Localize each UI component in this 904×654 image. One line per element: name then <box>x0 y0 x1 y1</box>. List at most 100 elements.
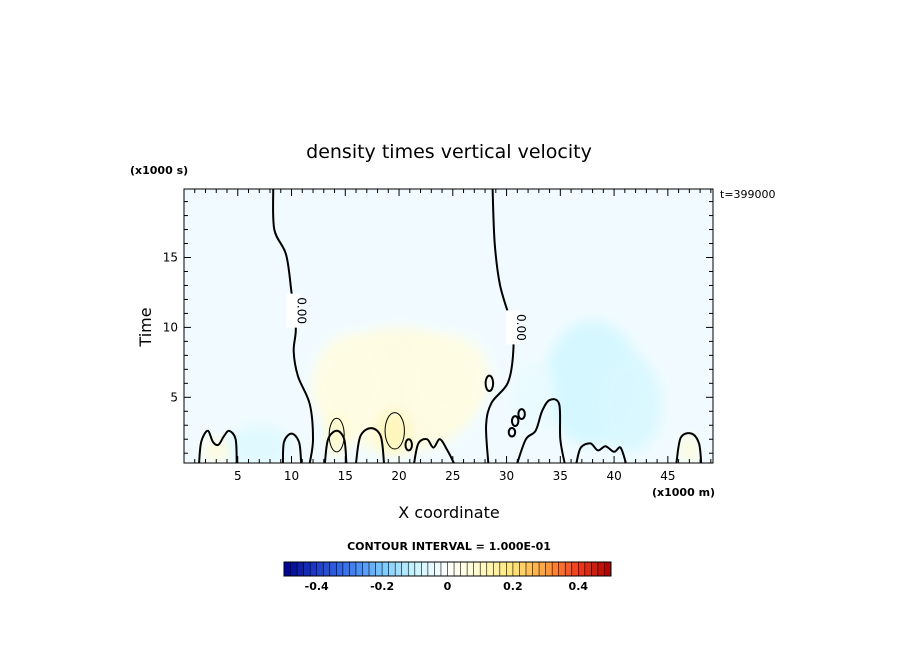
fill-region-9 <box>511 362 555 433</box>
colorbar-swatch <box>408 562 416 576</box>
colorbar-swatch <box>506 562 514 576</box>
colorbar-swatch <box>323 562 331 576</box>
colorbar-swatch <box>532 562 540 576</box>
colorbar-swatch <box>584 562 592 576</box>
closed-contour-ring-7 <box>507 427 517 438</box>
chart-title: density times vertical velocity <box>306 141 592 163</box>
colorbar-swatch <box>512 562 520 576</box>
axis-tick-labels: 5 10 15 20 25 30 35 40 45 5 10 15 <box>163 251 676 484</box>
zero-contour-lobe-d <box>355 427 385 463</box>
colorbar-swatch <box>545 562 553 576</box>
colorbar-swatch <box>499 562 507 576</box>
fill-region-10 <box>203 437 230 463</box>
colorbar-swatch <box>525 562 533 576</box>
colorbar-swatch <box>578 562 586 576</box>
closed-contour-ring-2 <box>384 412 405 450</box>
colorbar-swatch <box>427 562 435 576</box>
colorbar-swatch <box>382 562 389 576</box>
x-tick-label: 30 <box>499 469 514 483</box>
colorbar-tick-labels: -0.4 -0.2 0 0.2 0.4 <box>305 580 589 593</box>
colorbar-swatch <box>369 562 376 576</box>
colorbar-swatch <box>349 562 357 576</box>
colorbar-swatch <box>342 562 350 576</box>
contour-label-bg <box>506 310 521 345</box>
zero-contour-lobe-b <box>281 432 303 463</box>
axis-ticks <box>184 189 713 463</box>
colorbar-swatch <box>519 562 527 576</box>
zero-contour-lobe-f <box>516 398 566 463</box>
x-tick-label: 35 <box>553 469 568 483</box>
colorbar-swatch <box>460 562 468 576</box>
zero-contour-right-main <box>485 189 515 463</box>
colorbar-swatch <box>388 562 396 576</box>
x-tick-label: 15 <box>338 469 353 483</box>
fill-region-2 <box>404 334 491 419</box>
colorbar-tick-label: -0.4 <box>305 580 329 593</box>
colorbar-swatch <box>297 562 304 576</box>
colorbar-tick-label: 0.2 <box>503 580 523 593</box>
colorbar-swatch <box>552 562 559 576</box>
x-tick-label: 10 <box>284 469 299 483</box>
y-tick-label: 15 <box>163 251 178 265</box>
zero-contour-lobe-h <box>675 432 703 463</box>
colorbar-swatch <box>604 562 612 576</box>
closed-contour-ring-4 <box>484 374 495 393</box>
closed-contour-ring-6 <box>517 408 526 420</box>
closed-contour-ring-3 <box>404 438 413 452</box>
colorbar-tick-label: 0 <box>444 580 452 593</box>
contour-label: 0.00 <box>514 314 528 341</box>
x-tick-label: 25 <box>445 469 460 483</box>
colorbar-swatch <box>355 562 363 576</box>
colorbar-swatch <box>375 562 383 576</box>
y-axis-label: Time <box>136 307 155 347</box>
colorbar-swatch <box>421 562 429 576</box>
colorbar <box>283 561 612 577</box>
colorbar-swatch <box>401 562 409 576</box>
colorbar-swatch <box>558 562 566 576</box>
colorbar-swatch <box>447 562 455 576</box>
fill-region-3 <box>313 334 389 433</box>
colorbar-swatch <box>597 562 605 576</box>
colorbar-swatch <box>310 562 317 576</box>
colorbar-swatch <box>303 562 311 576</box>
colorbar-swatch <box>467 562 474 576</box>
closed-contour-ring-1 <box>328 417 345 453</box>
colorbar-swatch <box>591 562 599 576</box>
colorbar-swatch <box>284 562 291 576</box>
colorbar-swatch <box>434 562 442 576</box>
colorbar-tick-label: 0.4 <box>569 580 589 593</box>
x-unit-label: (x1000 m) <box>652 486 715 499</box>
colorbar-swatch <box>329 562 337 576</box>
colorbar-swatch <box>336 562 344 576</box>
y-tick-label: 5 <box>170 390 178 404</box>
fill-region-7 <box>597 355 663 454</box>
colorbar-swatch <box>493 562 501 576</box>
contour-label: 0.00 <box>295 297 309 324</box>
x-axis-label: X coordinate <box>398 503 499 522</box>
colorbar-swatch <box>362 562 370 576</box>
colorbar-swatch <box>486 562 494 576</box>
colorbar-swatch <box>316 562 324 576</box>
plot-frame <box>183 188 714 464</box>
y-tick-label: 10 <box>163 320 178 334</box>
zero-contour-lobe-a <box>198 429 238 463</box>
x-tick-label: 5 <box>234 469 242 483</box>
colorbar-tick-label: -0.2 <box>370 580 394 593</box>
colorbar-swatch <box>539 562 546 576</box>
colorbar-swatch <box>454 562 461 576</box>
x-tick-label: 45 <box>660 469 675 483</box>
zero-contour-lobe-g <box>575 442 627 463</box>
contour-interval-text: CONTOUR INTERVAL = 1.000E-01 <box>347 540 551 553</box>
zero-contour-lobe-e <box>413 438 455 463</box>
colorbar-swatch <box>480 562 488 576</box>
colorbar-swatch <box>473 562 481 576</box>
colorbar-swatch <box>565 562 573 576</box>
closed-contour-ring-5 <box>510 415 520 427</box>
y-unit-label: (x1000 s) <box>130 164 188 177</box>
fill-region-11 <box>680 435 698 463</box>
colorbar-frame <box>283 561 612 577</box>
contour-labels-group: 0.00 0.00 <box>286 293 528 345</box>
zero-contour-left-main <box>272 189 315 463</box>
colorbar-swatch <box>571 562 579 576</box>
colorbar-swatch <box>290 562 298 576</box>
